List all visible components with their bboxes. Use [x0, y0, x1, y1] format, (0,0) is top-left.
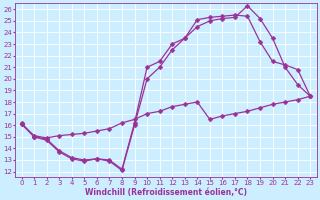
- X-axis label: Windchill (Refroidissement éolien,°C): Windchill (Refroidissement éolien,°C): [85, 188, 247, 197]
